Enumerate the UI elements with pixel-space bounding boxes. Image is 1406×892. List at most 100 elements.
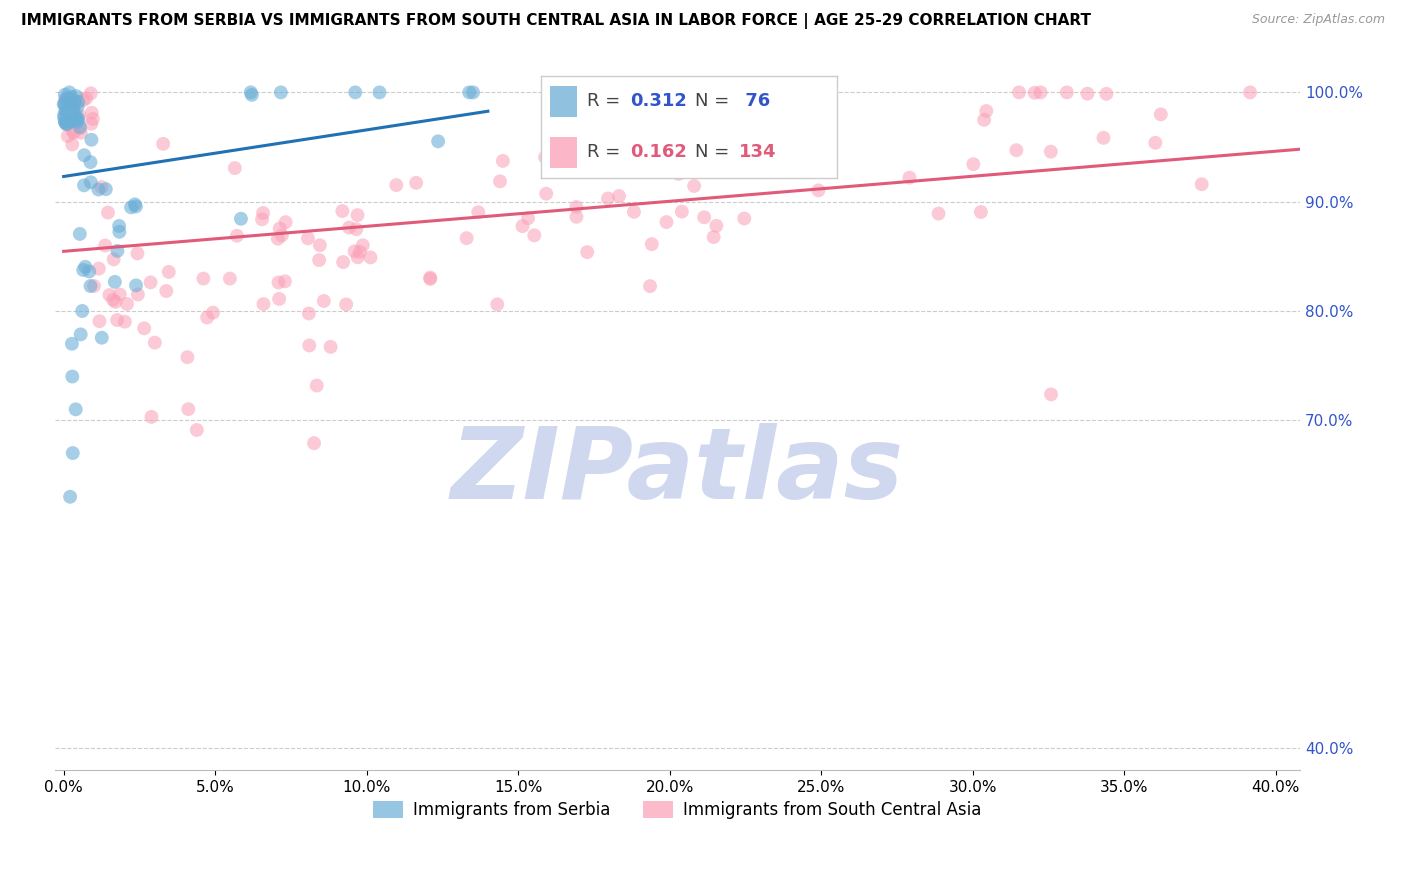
Immigrants from Serbia [75,260,97,274]
Immigrants from South Central Asia [309,238,332,252]
Immigrants from South Central Asia [668,167,690,181]
Immigrants from South Central Asia [1144,136,1167,150]
Immigrants from Serbia [59,115,82,129]
Immigrants from Serbia [65,89,87,103]
Immigrants from South Central Asia [1039,145,1062,159]
Immigrants from South Central Asia [141,409,163,424]
Immigrants from South Central Asia [655,215,678,229]
Immigrants from South Central Asia [596,192,619,206]
Immigrants from Serbia [80,175,103,189]
Immigrants from South Central Asia [80,87,103,101]
Immigrants from Serbia [125,278,148,293]
Immigrants from South Central Asia [565,200,588,214]
Immigrants from South Central Asia [157,265,180,279]
Immigrants from South Central Asia [269,292,291,306]
Immigrants from Serbia [53,98,76,112]
Immigrants from Serbia [55,117,77,131]
Immigrants from Serbia [461,86,484,100]
Text: ZIPatlas: ZIPatlas [451,423,904,520]
Immigrants from Serbia [69,227,91,241]
Immigrants from Serbia [58,108,80,122]
Immigrants from South Central Asia [683,178,706,193]
Immigrants from South Central Asia [82,112,104,126]
Immigrants from South Central Asia [267,276,290,290]
Immigrants from Serbia [344,86,367,100]
Immigrants from South Central Asia [1095,87,1118,101]
Immigrants from South Central Asia [59,110,82,124]
Immigrants from Serbia [87,182,110,196]
Immigrants from South Central Asia [693,211,716,225]
Immigrants from Serbia [427,134,450,148]
Immigrants from South Central Asia [101,293,124,307]
Immigrants from South Central Asia [1056,86,1078,100]
Immigrants from Serbia [53,115,76,129]
Immigrants from South Central Asia [59,95,82,109]
Immigrants from South Central Asia [53,93,76,107]
Text: N =: N = [695,144,735,161]
Immigrants from South Central Asia [201,306,224,320]
Immigrants from Serbia [56,113,79,128]
Immigrants from South Central Asia [298,306,321,320]
Immigrants from Serbia [77,264,100,278]
Immigrants from Serbia [53,115,76,129]
Immigrants from Serbia [53,108,76,122]
Immigrants from South Central Asia [962,157,984,171]
Text: 0.162: 0.162 [630,144,686,161]
Immigrants from South Central Asia [143,335,166,350]
Immigrants from South Central Asia [456,231,478,245]
Immigrants from South Central Asia [332,255,354,269]
Immigrants from South Central Asia [638,279,661,293]
Immigrants from Serbia [368,86,391,100]
Immigrants from South Central Asia [492,153,515,168]
Immigrants from South Central Asia [186,423,208,437]
Immigrants from South Central Asia [534,150,557,164]
Immigrants from Serbia [67,95,90,109]
Immigrants from Serbia [80,133,103,147]
Immigrants from South Central Asia [127,287,149,301]
Immigrants from South Central Asia [108,287,131,301]
Immigrants from South Central Asia [274,215,297,229]
Immigrants from South Central Asia [267,232,290,246]
Immigrants from South Central Asia [671,204,693,219]
Immigrants from South Central Asia [75,91,97,105]
Immigrants from South Central Asia [134,321,156,335]
Immigrants from South Central Asia [534,186,557,201]
Immigrants from Serbia [108,219,131,233]
Immigrants from Serbia [62,101,84,115]
Immigrants from South Central Asia [250,212,273,227]
Immigrants from Serbia [60,369,83,384]
Immigrants from South Central Asia [1239,86,1261,100]
Immigrants from South Central Asia [139,276,162,290]
Immigrants from Serbia [69,327,91,342]
Immigrants from South Central Asia [104,294,127,309]
Immigrants from South Central Asia [330,204,353,219]
Immigrants from South Central Asia [105,313,128,327]
Immigrants from South Central Asia [419,272,441,286]
Immigrants from South Central Asia [69,126,91,140]
Immigrants from Serbia [59,109,82,123]
Immigrants from South Central Asia [346,208,368,222]
Text: 76: 76 [740,92,770,110]
Immigrants from South Central Asia [80,117,103,131]
Immigrants from Serbia [59,108,82,122]
Text: IMMIGRANTS FROM SERBIA VS IMMIGRANTS FROM SOUTH CENTRAL ASIA IN LABOR FORCE | AG: IMMIGRANTS FROM SERBIA VS IMMIGRANTS FRO… [21,13,1091,29]
Immigrants from South Central Asia [302,436,325,450]
Immigrants from Serbia [107,244,129,258]
Immigrants from South Central Asia [973,112,995,127]
Immigrants from South Central Asia [252,297,274,311]
Immigrants from South Central Asia [928,206,950,220]
Immigrants from South Central Asia [72,93,94,107]
Immigrants from South Central Asia [1029,86,1052,100]
Immigrants from South Central Asia [224,161,246,175]
Immigrants from South Central Asia [807,183,830,197]
Immigrants from Serbia [65,112,87,126]
Immigrants from South Central Asia [63,96,86,111]
Immigrants from South Central Asia [297,231,319,245]
Immigrants from South Central Asia [405,176,427,190]
Immigrants from South Central Asia [219,271,242,285]
Immigrants from South Central Asia [97,205,120,219]
Immigrants from Serbia [59,490,82,504]
Immigrants from Serbia [458,86,481,100]
Immigrants from Serbia [270,86,292,100]
Immigrants from South Central Asia [360,251,382,265]
